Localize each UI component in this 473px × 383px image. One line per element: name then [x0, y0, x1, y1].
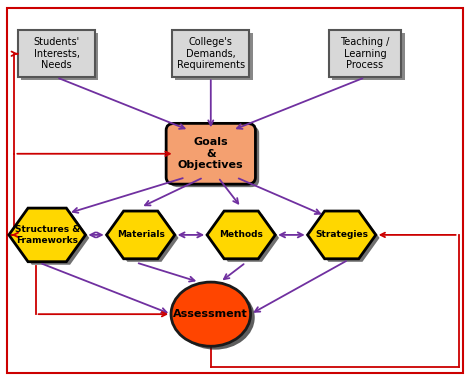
Text: Goals
&
Objectives: Goals & Objectives: [178, 137, 244, 170]
Bar: [18, 30, 95, 77]
Bar: [329, 30, 401, 77]
Text: Materials: Materials: [117, 231, 165, 239]
Circle shape: [175, 285, 255, 350]
Text: Strategies: Strategies: [315, 231, 368, 239]
Polygon shape: [13, 211, 89, 265]
Text: Assessment: Assessment: [174, 309, 248, 319]
Bar: [175, 33, 253, 80]
Bar: [332, 33, 404, 80]
Polygon shape: [9, 208, 86, 262]
Polygon shape: [211, 214, 279, 262]
Bar: [172, 30, 249, 77]
Text: Teaching /
Learning
Process: Teaching / Learning Process: [341, 37, 390, 70]
Polygon shape: [106, 211, 175, 259]
Circle shape: [171, 282, 251, 346]
Polygon shape: [207, 211, 275, 259]
Polygon shape: [110, 214, 178, 262]
FancyBboxPatch shape: [166, 123, 255, 184]
FancyBboxPatch shape: [170, 126, 259, 187]
Text: Structures &
Frameworks: Structures & Frameworks: [15, 225, 79, 245]
Text: Methods: Methods: [219, 231, 263, 239]
Polygon shape: [311, 214, 379, 262]
Text: Students'
Interests,
Needs: Students' Interests, Needs: [34, 37, 79, 70]
Text: College's
Demands,
Requirements: College's Demands, Requirements: [177, 37, 245, 70]
Bar: [21, 33, 98, 80]
Polygon shape: [307, 211, 376, 259]
